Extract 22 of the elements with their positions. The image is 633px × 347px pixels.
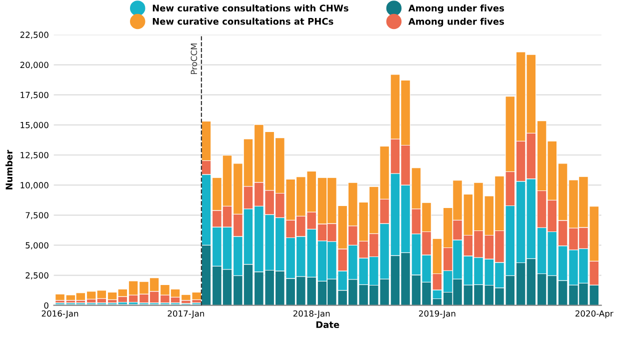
legend-label: New curative consultations at PHCs: [152, 18, 334, 25]
y-tick-label: 7,500: [26, 212, 48, 220]
y-tick-label: 2,500: [26, 272, 48, 280]
x-tick-label: 2018-Jan: [293, 310, 330, 318]
x-tick-label: 2016-Jan: [42, 310, 78, 318]
x-tick-label: 2020-Apr: [576, 310, 614, 318]
y-tick-label: 5,000: [26, 242, 48, 250]
legend-label: Among under fives: [408, 4, 504, 14]
x-tick-label: 2017-Jan: [168, 310, 204, 318]
y-tick-label: 22,500: [20, 32, 48, 39]
legend-label: Among under fives: [408, 18, 504, 27]
y-tick-label: 17,500: [20, 92, 48, 99]
x-tick-label: 2019-Jan: [419, 310, 456, 318]
y-tick-label: 12,500: [20, 152, 48, 160]
legend-label: New curative consultations with CHWs: [152, 4, 348, 12]
y-tick-label: 15,000: [20, 122, 48, 130]
y-axis-title: Number: [5, 150, 12, 190]
y-tick-label: 10,000: [20, 182, 48, 190]
y-tick-label: 0: [44, 302, 48, 309]
ref-line-label: ProCCM: [190, 44, 198, 74]
y-tick-label: 20,000: [20, 62, 48, 69]
x-axis-title: Date: [316, 321, 340, 328]
